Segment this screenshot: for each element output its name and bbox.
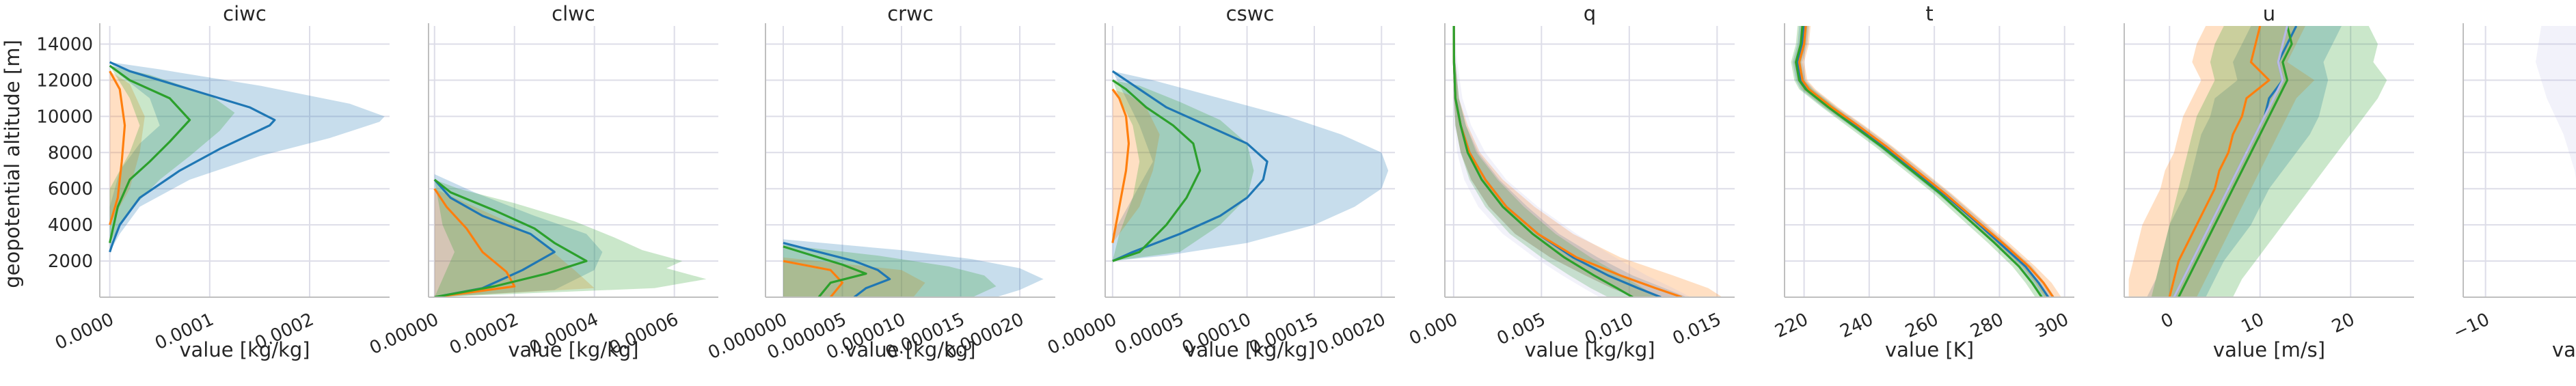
x-tick-label: 280 [1967, 309, 2007, 342]
line-green [2178, 26, 2293, 297]
panel-title: crwc [887, 2, 934, 25]
gridlines [2463, 26, 2576, 297]
series-group [433, 174, 707, 297]
gridlines [1785, 26, 2074, 297]
x-tick-label: 0.00000 [1044, 309, 1120, 359]
x-axis-label: value [kg/kg] [1524, 338, 1655, 361]
x-tick-label: 0.000 [1406, 309, 1461, 350]
x-axis-label: value [kg/kg] [845, 338, 975, 361]
x-axis-label: value [kg/kg] [179, 338, 310, 361]
panel-title: q [1584, 2, 1596, 25]
band-green [1453, 26, 1657, 297]
y-tick-label: 2000 [48, 251, 93, 272]
x-tick-label: 260 [1902, 309, 1942, 342]
y-tick-label: 10000 [36, 107, 93, 127]
band-blue [109, 61, 385, 252]
x-tick-label: 300 [2033, 309, 2072, 342]
line-orange [433, 188, 516, 297]
y-tick-label: 6000 [48, 179, 93, 199]
line-blue [109, 61, 276, 253]
x-tick-label: 0.0000 [52, 309, 117, 355]
x-tick-label: 20 [2329, 309, 2358, 337]
x-tick-label: 10 [2238, 309, 2268, 337]
line-orange [109, 70, 126, 225]
panel-title: ciwc [223, 2, 267, 25]
series-group [1111, 70, 1389, 262]
series-group [1791, 26, 2061, 297]
line-orange [2168, 26, 2270, 297]
band-green [434, 179, 707, 297]
band-lavender [1453, 26, 1691, 297]
line-green [1452, 26, 1633, 297]
band-blue [1792, 26, 2055, 297]
x-tick-label: 0 [2158, 309, 2177, 333]
panel-title: u [2263, 2, 2275, 25]
panel-v: v−100value [m/s] [2450, 23, 2576, 361]
y-tick-label: 8000 [48, 143, 93, 163]
band-green [109, 66, 235, 243]
line-orange [1798, 26, 2055, 297]
y-tick-label: 12000 [36, 70, 93, 91]
band-orange [1794, 26, 2061, 297]
line-blue [783, 242, 891, 297]
gridlines [765, 26, 1055, 297]
line-green [783, 245, 867, 297]
y-tick-label: 14000 [36, 34, 93, 55]
panel-title: clwc [552, 2, 595, 25]
band-blue [1112, 71, 1389, 262]
series-group [2536, 26, 2576, 180]
x-tick-label: 220 [1772, 309, 1812, 342]
x-tick-label: 0.00000 [366, 309, 442, 359]
series-group [783, 239, 1044, 297]
line-lavender [2173, 26, 2289, 297]
panel-crwc: crwc0.0000000.0000050.0000100.0000150.00… [705, 2, 1055, 363]
gridlines [429, 26, 718, 297]
line-blue [433, 178, 556, 297]
line-orange [783, 260, 844, 297]
band-blue [434, 174, 603, 297]
line-orange [1111, 88, 1130, 243]
x-tick-label: −10 [2450, 309, 2493, 344]
y-axis-label: geopotential altitude [m] [1, 40, 24, 288]
x-tick-label: 0.00020 [1314, 309, 1389, 359]
x-tick-label: 240 [1837, 309, 1877, 342]
line-green [109, 64, 191, 243]
band-orange [2128, 26, 2315, 297]
line-blue [1111, 70, 1269, 262]
panel-title: cswc [1226, 2, 1275, 25]
band-green [2151, 26, 2387, 297]
x-axis-label: value [K] [1885, 338, 1974, 361]
gridlines [1445, 26, 1735, 297]
panel-cswc: cswc0.000000.000050.000100.000150.00020v… [1044, 2, 1395, 361]
line-green [433, 178, 588, 297]
series-group [2128, 26, 2387, 297]
panel-title: t [1925, 2, 1933, 25]
band-lavender [2536, 26, 2576, 180]
series-group [1452, 26, 1723, 297]
x-axis-label: value [kg/kg] [1184, 338, 1315, 361]
panel-t: t 220 240 260 280 300 value [K] [1772, 2, 2074, 361]
line-green [1111, 79, 1202, 262]
band-orange [1453, 26, 1723, 297]
x-axis-label: value [m/s] [2552, 338, 2576, 361]
line-green [1795, 26, 2043, 297]
band-green [783, 245, 996, 297]
band-blue [783, 239, 1044, 297]
x-axis-label: value [kg/kg] [508, 338, 638, 361]
x-axis-label: value [m/s] [2213, 338, 2325, 361]
x-tick-label: 0.00005 [1112, 309, 1187, 359]
x-tick-label: 0.015 [1670, 309, 1724, 350]
band-blue [1453, 26, 1687, 297]
gridlines [100, 26, 390, 297]
series-group [109, 61, 385, 253]
y-tick-label: 4000 [48, 215, 93, 236]
band-orange [1112, 89, 1160, 243]
